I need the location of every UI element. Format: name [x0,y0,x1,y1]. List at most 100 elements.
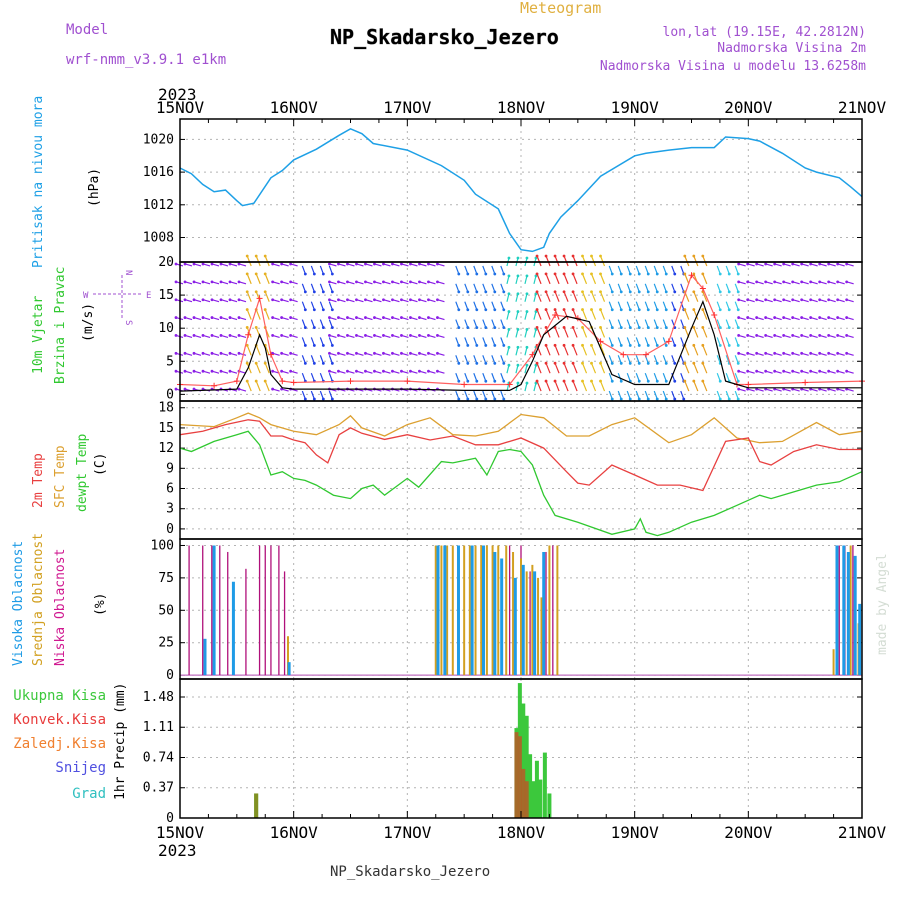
wind-vane [455,337,460,346]
wind-vane-head [174,280,178,284]
wind-vane [319,319,324,328]
wind-vane-head [773,262,777,266]
wind-vane-head [782,334,786,337]
pressure-plot [179,127,863,253]
pressure-panel: Pritisak na nivou mora (hPa) 1008 1012 101… [31,96,863,268]
wind-vane-head [836,351,840,355]
wind-vane-head [782,369,786,373]
wind-vane-head [192,298,196,302]
wind-vane [626,301,631,310]
wind-vane [581,362,588,374]
wind-vane-head [637,379,641,383]
wind-vane-head [484,272,488,276]
wind-vane [653,319,658,328]
total-precip-bar [538,779,543,818]
wind-vane-head [544,308,548,311]
wind-vane-head [436,351,439,355]
wind-vane-head [827,262,831,266]
wind-vane-head [610,397,614,401]
wind-vane-head [303,361,307,365]
wind-vane-head [599,308,602,311]
wind-vane [328,265,333,275]
wind-vane-head [337,316,340,319]
wind-vane-head [692,272,696,276]
wind-vane-head [436,280,439,284]
wind-vane-head [553,290,557,294]
wind-plot [177,272,865,392]
wind-vane [599,309,606,320]
wind-vane-head [590,343,593,347]
wind-vane-head [646,361,650,365]
wind-vane-head [791,316,795,319]
wind-vane-head [254,379,258,383]
wind-vane [482,372,487,382]
wind-vane [599,380,606,392]
wind-vane-head [736,397,740,401]
wind-vane-head [330,308,334,312]
wind-vane [464,265,469,275]
wind-vane [545,291,551,302]
wind-vane [653,355,658,364]
wind-vane-head [809,334,813,337]
y-tick-label: 25 [158,636,174,651]
wind-vane [590,309,597,320]
wind-vane-head [228,351,232,355]
top-date-tick: 17NOV [383,98,432,117]
wind-vane-head [553,379,557,383]
wind-vane [599,362,606,374]
wind-vane [301,283,306,293]
wind-vane [581,255,588,267]
wind-vane-head [827,369,831,373]
wind-vane [536,345,542,356]
wind-vane-head [355,369,358,373]
wind-vane [581,327,588,338]
wind-vane-head [692,361,696,365]
wind-vane-head [174,387,178,391]
wind-vane [581,309,588,320]
y-tick-label: 1020 [143,132,174,147]
compass-south: S [123,320,133,325]
wind-vane-head [418,351,421,355]
wind-vane-head [502,379,506,383]
wind-vane [310,283,315,293]
wind-vane [455,301,460,310]
wind-vane [599,327,606,338]
wind-vane-head [373,334,376,337]
wind-vane-head [507,256,511,260]
wind-vane [536,380,542,392]
wind-vane [693,291,699,302]
cloud-plot [180,545,862,676]
wind-vane [310,265,315,275]
wind-vane [617,265,622,275]
wind-vane [455,372,460,382]
wind-vane [246,291,252,302]
wind-vane-head [346,334,349,337]
wind-gust-marker [233,378,240,385]
model-name: wrf-nmm_v3.9.1 e1km [66,52,226,68]
wind-vane [536,291,542,302]
wind-vane-head [610,361,614,365]
wind-vane [572,362,578,374]
wind-vane-head [782,316,786,319]
wind-vane-head [525,256,529,260]
wind-vane-head [599,361,602,365]
temp-grid [180,401,862,539]
wind-vane [246,273,252,285]
wind-vane-head [457,379,461,383]
wind-vane [572,291,578,302]
wind-vane-head [619,361,623,365]
wind-vane-head [610,272,614,276]
wind-vane-head [303,326,307,329]
wind-vane-head [809,351,813,355]
wind-vane-head [664,344,668,347]
wind-vane-head [373,369,376,373]
wind-vane [734,355,739,364]
wind-vane [301,319,306,328]
wind-vane-head [764,262,768,266]
wind-vane-head [673,308,677,312]
wind-gust-marker [506,381,513,388]
wind-vane-head [507,363,511,367]
wind-vane-head [836,369,840,373]
conv-precip-bar [524,781,529,818]
wind-vane [455,355,460,364]
